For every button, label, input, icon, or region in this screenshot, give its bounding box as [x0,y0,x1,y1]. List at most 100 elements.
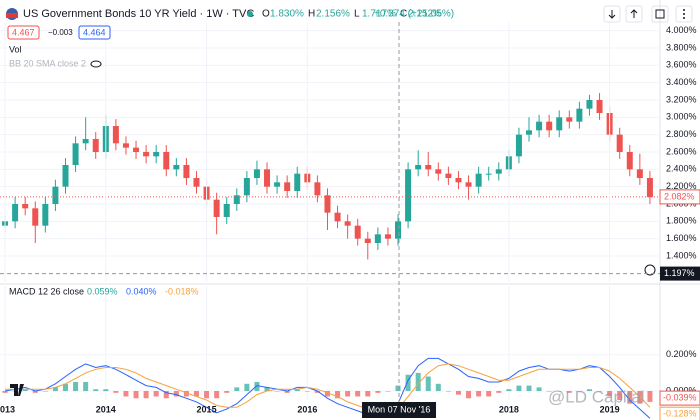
histogram-bar [163,391,169,399]
histogram-bar [526,385,532,392]
flag-stripe [6,13,18,18]
candle-body [515,134,522,157]
candle-body [626,152,633,170]
histogram-bar [345,391,351,397]
y-tick-label: 1.600% [666,233,697,243]
histogram-bar [597,391,603,392]
candle-body [485,173,492,175]
x-tick-label: 2013 [0,404,15,414]
candle-body [264,169,271,187]
candle-body [223,204,230,217]
candle-body [253,169,260,178]
candle-body [415,165,422,170]
candle-body [82,139,89,144]
y-tick-label: 4.000% [666,25,697,35]
candle-body [112,126,119,144]
histogram-bar [415,372,421,392]
candle-body [576,108,583,122]
more-button[interactable] [675,5,693,23]
histogram-bar [455,391,461,395]
candle-body [324,195,331,213]
histogram-bar [466,391,472,399]
histogram-bar [476,391,482,397]
crosshair-x-tag [362,402,437,418]
price-pane [0,22,660,282]
ohlc-values: O 1.830% H 2.156% L 1.717% C 2.152% [262,9,442,20]
histogram-bar [103,389,109,392]
histogram-bar [536,387,542,392]
candle-body [374,234,381,243]
dot [683,9,685,11]
ohlc-key: O [262,9,270,20]
histogram-bar [556,391,562,392]
histogram-bar [647,391,653,402]
down-button[interactable] [603,5,621,23]
macd-legend-value: 0.059% [87,286,118,296]
candle-body [364,238,371,243]
study-bb: BB 20 SMA close 2 [9,58,86,68]
histogram-bar [335,391,341,399]
x-tick-label: 2018 [499,404,519,414]
change: +0.374 (+21.05%) [374,9,454,20]
axes: 4.000% 3.800% 3.600% 3.400% 3.200% 3.000% 2.80… [0,25,700,420]
add-button[interactable] [644,264,656,276]
dot [683,17,685,19]
crosshair-y-tag [660,266,700,281]
candle-body [294,173,301,191]
candle-body [274,182,281,187]
last-price-label: 2.082% [664,191,695,201]
candle-body [405,169,412,222]
max-icon [655,9,665,19]
ask-box [78,25,111,40]
y-tick-label: 3.200% [666,94,697,104]
candle-body [526,130,533,135]
macd-legend-value: -0.018% [165,286,199,296]
candle-body [163,152,170,170]
histogram-bar [133,391,139,399]
histogram-bar [375,391,381,393]
ohlc-key: L [354,9,360,20]
up-button[interactable] [625,5,643,23]
ohlc-value: 2.152% [408,9,442,20]
histogram-bar [496,391,502,393]
eye-icon[interactable] [90,60,102,68]
bid-box [7,25,40,40]
histogram-bar [355,391,361,397]
histogram-bar [617,391,623,401]
histogram-bar [62,383,68,392]
candle-body [455,178,462,183]
candle-body [586,100,593,109]
x-tick-label: 2015 [197,404,217,414]
market-status [247,11,253,17]
candle-body [92,139,99,152]
histogram-bar [224,391,230,393]
y-tick-label: 2.400% [666,164,697,174]
histogram-bar [42,391,48,392]
histogram-bar [405,374,411,392]
histogram-bar [586,389,592,392]
histogram-bar [435,383,441,392]
candle-body [465,182,472,187]
toolbar [603,5,693,23]
histogram-bar [113,391,119,393]
ohlc-value: 2.156% [316,9,350,20]
candle-body [42,204,49,226]
candle-body [233,195,240,204]
macd-line [4,357,651,419]
y-tick-label: 0.000% [666,385,697,395]
histogram-bar [445,391,451,392]
spread: −0.003 [48,28,73,37]
candle-body [636,169,643,178]
y-tick-label: 1.800% [666,216,697,226]
candle-body [173,165,180,170]
histogram-bar [314,391,320,393]
histogram-bar [52,387,58,392]
histogram-bar [365,391,371,397]
candle-body [12,204,19,222]
candle-body [546,121,553,131]
ohlc-value: 1.830% [270,9,304,20]
macd-legend-value: 0.040% [126,286,157,296]
maximize-button[interactable] [651,5,669,23]
candle-body [122,143,129,148]
candle-body [495,169,502,174]
